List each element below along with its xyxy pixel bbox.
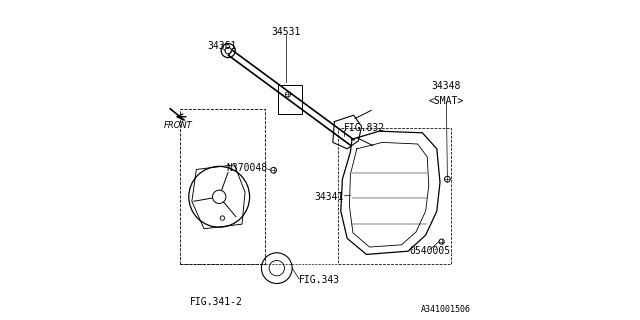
Bar: [180, 109, 265, 264]
Text: N370048: N370048: [226, 163, 268, 173]
Text: 34361: 34361: [208, 41, 237, 52]
Text: A341001506: A341001506: [420, 305, 470, 314]
Text: FRONT: FRONT: [164, 121, 193, 130]
Bar: [338, 128, 451, 264]
Text: <SMAT>: <SMAT>: [429, 96, 464, 106]
Text: FIG.341-2: FIG.341-2: [189, 297, 243, 308]
Text: FIG.832: FIG.832: [344, 123, 385, 133]
Text: 34531: 34531: [272, 27, 301, 37]
Text: 34348: 34348: [432, 81, 461, 92]
Bar: [278, 85, 302, 114]
Text: FIG.343: FIG.343: [300, 275, 340, 285]
Text: 0540005: 0540005: [410, 246, 451, 256]
Text: 34341: 34341: [315, 192, 344, 202]
